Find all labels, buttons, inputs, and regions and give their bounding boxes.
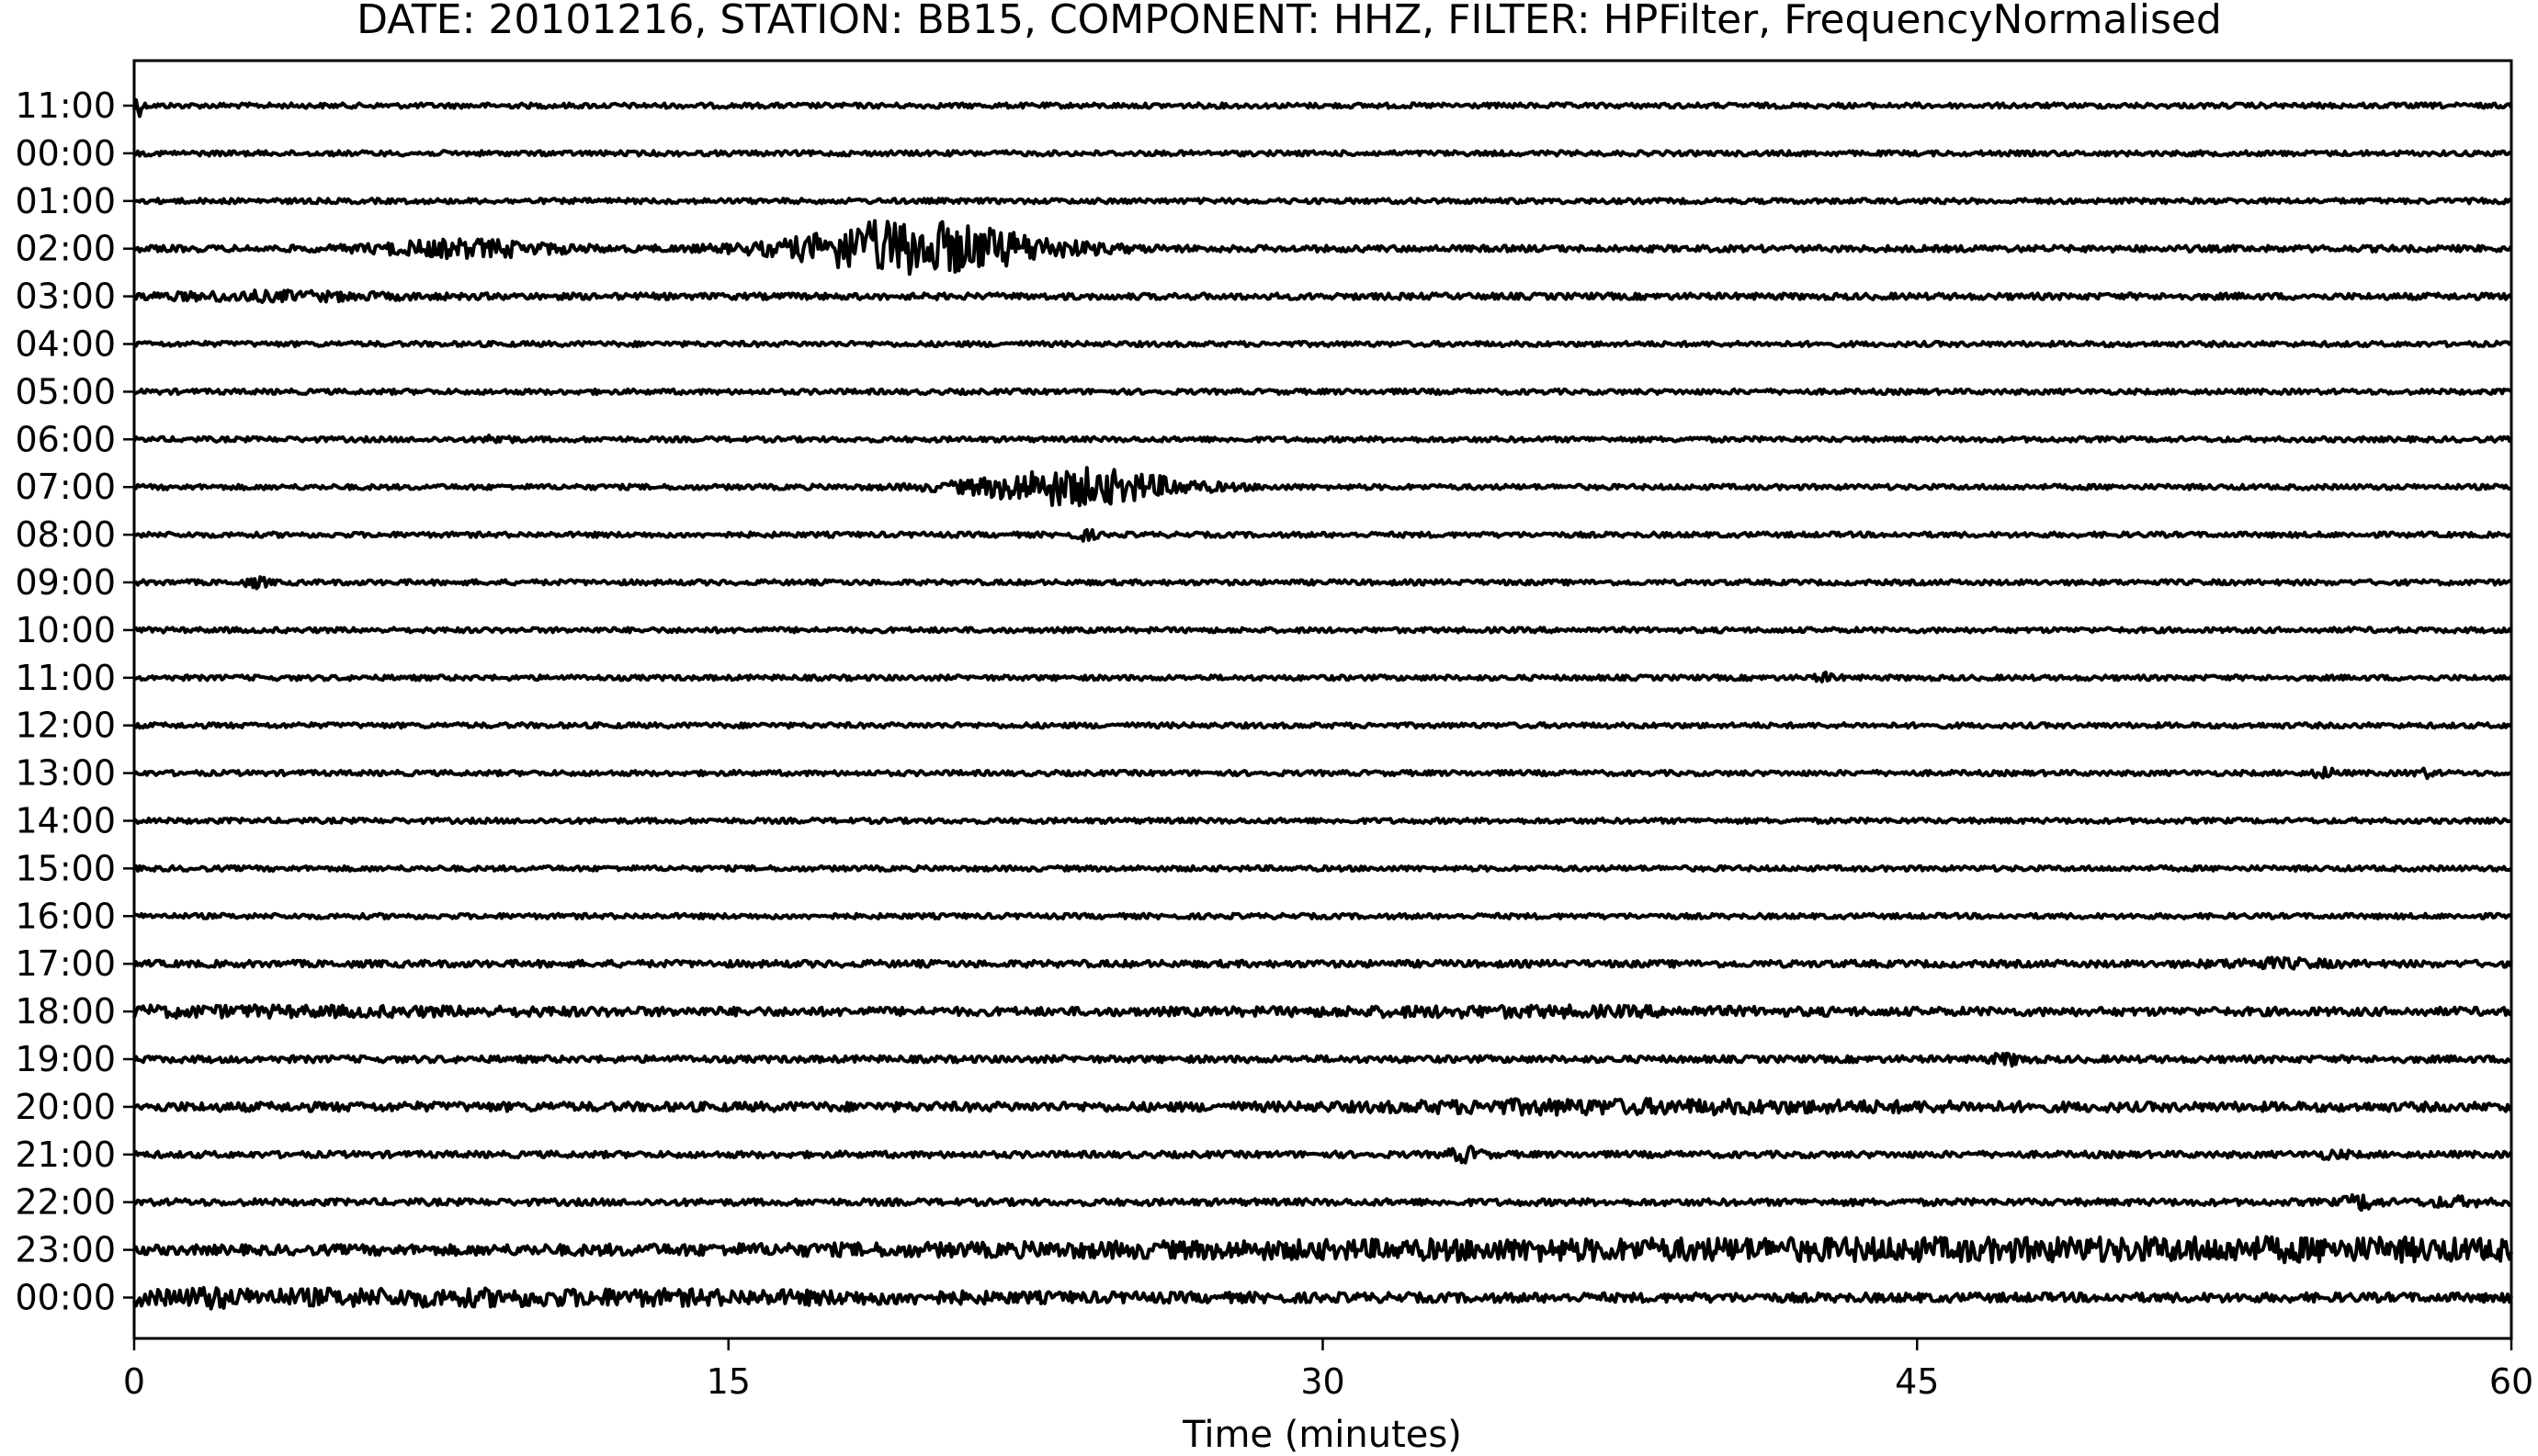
- trace-line-1700-18: [132, 955, 2513, 971]
- x-tick-label: 45: [1895, 1361, 1939, 1402]
- trace-line-2000-21: [132, 1097, 2513, 1117]
- y-tick-label: 21:00: [15, 1134, 116, 1175]
- y-tick-label: 13:00: [15, 753, 116, 794]
- trace-line-1100-12: [133, 671, 2513, 683]
- trace-line-0000-25: [132, 1285, 2513, 1311]
- trace-line-0700-8: [133, 466, 2512, 508]
- y-tick-label: 02:00: [15, 229, 116, 269]
- trace-line-0600-7: [132, 434, 2513, 445]
- x-tick-label: 15: [707, 1361, 751, 1402]
- y-tick-label: 11:00: [15, 658, 116, 698]
- y-tick-label: 20:00: [15, 1087, 116, 1127]
- trace-line-0800-9: [133, 527, 2513, 543]
- y-tick-label: 22:00: [15, 1182, 116, 1223]
- trace-line-0900-10: [132, 575, 2512, 591]
- trace-line-1200-13: [132, 721, 2513, 730]
- y-tick-label: 09:00: [15, 562, 116, 603]
- y-tick-label: 11:00: [15, 85, 116, 126]
- trace-line-0300-4: [133, 288, 2513, 304]
- trace-line-1900-20: [132, 1051, 2512, 1068]
- y-tick-label: 15:00: [15, 848, 116, 888]
- trace-line-2300-24: [132, 1235, 2513, 1265]
- trace-line-1000-11: [133, 626, 2513, 635]
- y-tick-label: 19:00: [15, 1039, 116, 1079]
- y-tick-label: 16:00: [15, 896, 116, 936]
- y-tick-label: 17:00: [15, 943, 116, 984]
- trace-line-0500-6: [133, 387, 2513, 396]
- y-tick-label: 00:00: [15, 1278, 116, 1318]
- trace-line-1400-15: [132, 816, 2512, 826]
- x-tick-label: 60: [2489, 1361, 2533, 1402]
- trace-line-0100-2: [133, 197, 2512, 206]
- y-tick-label: 23:00: [15, 1230, 116, 1270]
- y-tick-label: 05:00: [15, 371, 116, 412]
- y-tick-label: 03:00: [15, 277, 116, 317]
- trace-line-1300-14: [132, 765, 2512, 781]
- y-tick-label: 01:00: [15, 181, 116, 221]
- y-tick-label: 18:00: [15, 991, 116, 1032]
- trace-line-1100-0: [132, 97, 2513, 119]
- x-axis-label: Time (minutes): [1182, 1414, 1462, 1456]
- y-tick-label: 12:00: [15, 705, 116, 746]
- trace-line-2200-23: [132, 1192, 2513, 1213]
- y-tick-label: 00:00: [15, 133, 116, 174]
- x-ticks: 0 15 30 45 60: [123, 1338, 2533, 1402]
- chart-title: DATE: 20101216, STATION: BB15, COMPONENT…: [357, 0, 2222, 43]
- y-tick-label: 04:00: [15, 324, 116, 365]
- x-tick-label: 30: [1300, 1361, 1344, 1402]
- seismic-traces: [132, 97, 2513, 1311]
- y-tick-label: 10:00: [15, 610, 116, 650]
- trace-line-0400-5: [132, 339, 2513, 349]
- trace-line-1500-16: [132, 863, 2513, 873]
- y-tick-labels: 11:00 00:00 01:00 02:00 03:00 04:00 05:00 06:00…: [15, 85, 134, 1318]
- y-tick-label: 07:00: [15, 467, 116, 507]
- y-tick-label: 06:00: [15, 419, 116, 459]
- trace-line-0000-1: [133, 149, 2512, 158]
- y-tick-label: 08:00: [15, 514, 116, 555]
- trace-line-0200-3: [132, 219, 2513, 277]
- trace-line-2100-22: [132, 1145, 2513, 1165]
- x-tick-label: 0: [123, 1361, 145, 1402]
- trace-line-1800-19: [132, 1003, 2513, 1020]
- trace-line-1600-17: [133, 911, 2513, 920]
- y-tick-label: 14:00: [15, 801, 116, 841]
